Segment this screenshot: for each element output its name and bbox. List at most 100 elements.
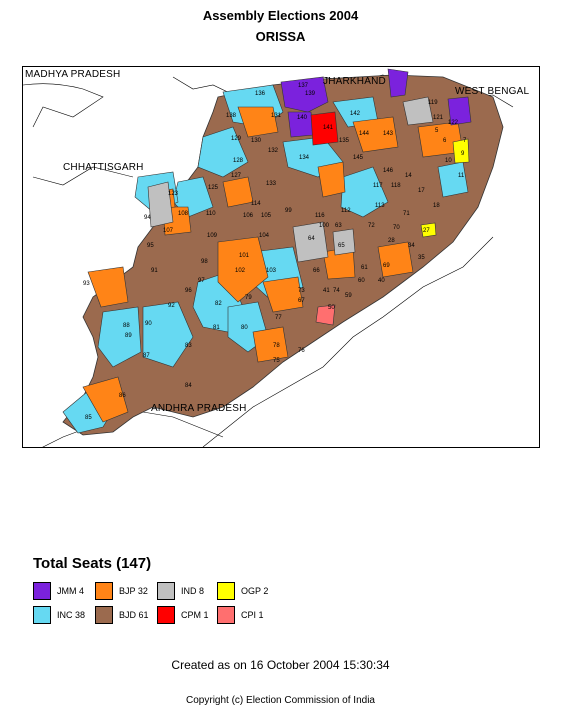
legend-label: CPM 1	[181, 610, 209, 620]
region-bjp	[252, 326, 289, 363]
constituency-number: 146	[383, 168, 394, 174]
region-ind	[332, 228, 356, 256]
constituency-number: 97	[198, 278, 205, 284]
constituency-number: 70	[393, 225, 400, 231]
constituency-number: 67	[298, 298, 305, 304]
region-ind	[292, 221, 329, 263]
region-jmm	[387, 68, 409, 98]
constituency-number: 61	[361, 265, 368, 271]
constituency-number: 137	[298, 83, 309, 89]
constituency-number: 85	[85, 415, 92, 421]
constituency-number: 10	[445, 158, 452, 164]
region-ind	[402, 96, 434, 126]
constituency-number: 142	[350, 111, 361, 117]
place-chhattisgarh: CHHATTISGARH	[63, 162, 144, 173]
created-timestamp: Created as on 16 October 2004 15:30:34	[171, 658, 390, 672]
constituency-number: 134	[299, 155, 310, 161]
constituency-number: 144	[359, 131, 370, 137]
region-inc	[437, 161, 469, 198]
region-bjp	[377, 241, 414, 278]
constituency-number: 78	[273, 343, 280, 349]
legend-label: BJD 61	[119, 610, 149, 620]
constituency-number: 100	[319, 223, 330, 229]
place-andhra-pradesh: ANDHRA PRADESH	[151, 403, 247, 414]
constituency-number: 91	[151, 268, 158, 274]
constituency-map: 136 137 138 139 140 141 142 131 130 129 128 132 134 1…	[22, 66, 540, 448]
constituency-number: 7	[463, 138, 467, 144]
legend-item-jmm: JMM 4	[33, 582, 84, 600]
constituency-number: 41	[323, 288, 330, 294]
constituency-number: 69	[383, 263, 390, 269]
constituency-number: 131	[271, 113, 282, 119]
constituency-number: 109	[207, 233, 218, 239]
constituency-number: 50	[328, 305, 335, 311]
constituency-number: 105	[261, 213, 272, 219]
constituency-number: 135	[339, 138, 350, 144]
region-bjp	[352, 116, 399, 153]
legend-swatch	[33, 606, 51, 624]
region-bjp	[217, 236, 269, 303]
legend-swatch	[33, 582, 51, 600]
constituency-number: 110	[206, 211, 216, 217]
constituency-number: 90	[145, 321, 152, 327]
constituency-number: 123	[168, 191, 179, 197]
legend-item-cpi: CPI 1	[217, 606, 264, 624]
region-bjp	[317, 161, 346, 198]
constituency-number: 27	[423, 228, 430, 234]
boundary-line	[32, 166, 134, 186]
constituency-number: 139	[305, 91, 316, 97]
constituency-number: 121	[433, 115, 444, 121]
constituency-number: 98	[201, 259, 208, 265]
constituency-number: 136	[255, 91, 266, 97]
constituency-number: 93	[83, 281, 90, 287]
constituency-number: 28	[388, 238, 395, 244]
region-inc	[340, 166, 389, 218]
region-inc	[142, 301, 194, 368]
constituency-number: 64	[308, 236, 315, 242]
legend-swatch	[217, 582, 235, 600]
constituency-number: 71	[403, 211, 410, 217]
constituency-number: 73	[298, 288, 305, 294]
legend-item-cpm: CPM 1	[157, 606, 209, 624]
legend-item-bjp: BJP 32	[95, 582, 148, 600]
constituency-number: 86	[119, 393, 126, 399]
region-inc	[97, 306, 142, 368]
region-jmm	[447, 96, 472, 126]
constituency-number: 81	[213, 325, 220, 331]
constituency-number: 18	[433, 203, 440, 209]
constituency-number: 127	[231, 173, 242, 179]
coastline	[202, 236, 494, 447]
constituency-number: 84	[185, 383, 192, 389]
constituency-number: 130	[251, 138, 262, 144]
constituency-number: 118	[391, 183, 401, 189]
constituency-number: 106	[243, 213, 254, 219]
region-bjp	[262, 276, 304, 313]
state-name: ORISSA	[255, 29, 306, 44]
constituency-number: 60	[358, 278, 365, 284]
constituency-number: 138	[226, 113, 237, 119]
legend-swatch	[95, 606, 113, 624]
region-cpm	[310, 111, 339, 146]
constituency-number: 145	[353, 155, 364, 161]
legend-label: BJP 32	[119, 586, 148, 596]
legend-item-ogp: OGP 2	[217, 582, 268, 600]
place-madhya-pradesh: MADHYA PRADESH	[25, 69, 121, 80]
constituency-number: 59	[345, 293, 352, 299]
region-ogp	[452, 138, 470, 164]
constituency-number: 6	[443, 138, 447, 144]
legend-item-ind: IND 8	[157, 582, 204, 600]
constituency-number: 80	[241, 325, 248, 331]
region-ogp	[420, 222, 437, 238]
constituency-number: 117	[373, 183, 383, 189]
legend-label: JMM 4	[57, 586, 84, 596]
constituency-number: 66	[313, 268, 320, 274]
legend-swatch	[157, 606, 175, 624]
constituency-number: 116	[315, 213, 325, 219]
legend-label: INC 38	[57, 610, 86, 620]
place-jharkhand: JHARKHAND	[323, 76, 386, 87]
constituency-number: 65	[338, 243, 345, 249]
legend-item-inc: INC 38	[33, 606, 85, 624]
constituency-number: 104	[259, 233, 270, 239]
legend-swatch	[95, 582, 113, 600]
constituency-number: 96	[185, 288, 192, 294]
